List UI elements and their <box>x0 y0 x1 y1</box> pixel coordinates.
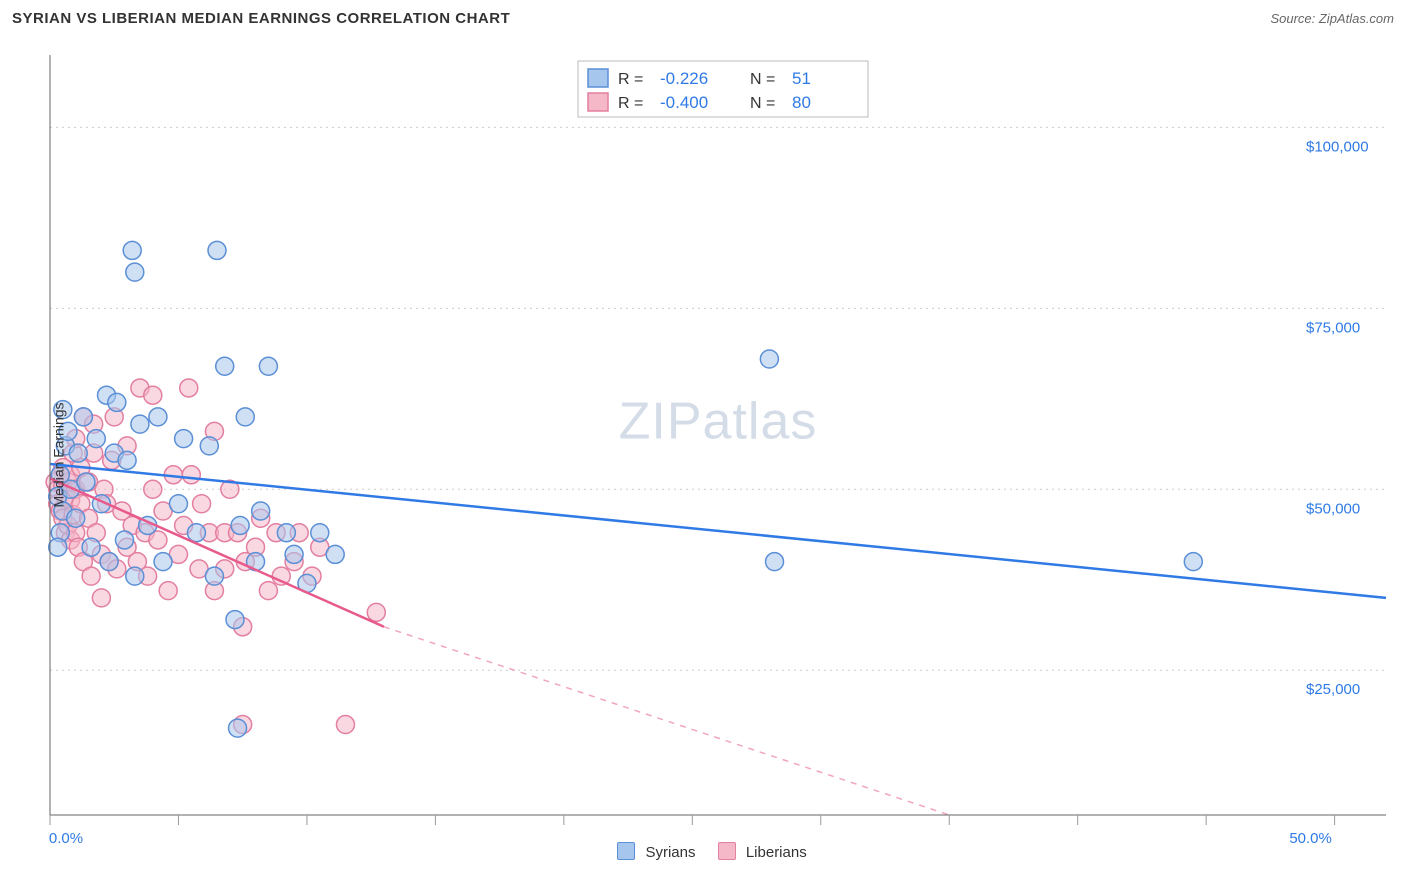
data-point <box>193 495 211 513</box>
data-point <box>367 603 385 621</box>
data-point <box>126 567 144 585</box>
legend-n-value-syrians: 51 <box>792 69 811 88</box>
legend-r-label: R = <box>618 95 643 112</box>
data-point <box>87 430 105 448</box>
data-point <box>200 437 218 455</box>
data-point <box>766 553 784 571</box>
data-point <box>236 408 254 426</box>
data-point <box>67 509 85 527</box>
data-point <box>123 241 141 259</box>
data-point <box>49 538 67 556</box>
data-point <box>154 553 172 571</box>
chart-source: Source: ZipAtlas.com <box>1270 11 1394 26</box>
data-point <box>175 430 193 448</box>
data-point <box>229 719 247 737</box>
data-point <box>116 531 134 549</box>
data-point <box>326 545 344 563</box>
legend-r-value-syrians: -0.226 <box>660 69 708 88</box>
legend-swatch-syrians-icon <box>588 69 608 87</box>
data-point <box>74 408 92 426</box>
data-point <box>108 393 126 411</box>
legend-r-label: R = <box>618 71 643 88</box>
data-point <box>259 357 277 375</box>
legend-swatch-liberians-icon <box>588 93 608 111</box>
data-point <box>180 379 198 397</box>
legend-n-value-liberians: 80 <box>792 93 811 112</box>
data-point <box>285 545 303 563</box>
legend-swatch-syrians <box>617 842 635 860</box>
data-point <box>205 567 223 585</box>
data-point <box>126 263 144 281</box>
data-point <box>100 553 118 571</box>
data-point <box>69 444 87 462</box>
data-point <box>252 502 270 520</box>
source-value: ZipAtlas.com <box>1319 11 1394 26</box>
scatter-chart: $25,000$50,000$75,000$100,000ZIPatlas0.0… <box>10 45 1396 845</box>
data-point <box>131 415 149 433</box>
legend-label-liberians: Liberians <box>746 844 807 861</box>
data-point <box>159 582 177 600</box>
ytick-label: $75,000 <box>1306 319 1360 336</box>
data-point <box>77 473 95 491</box>
data-point <box>208 241 226 259</box>
data-point <box>760 350 778 368</box>
footer-legend: Syrians Liberians <box>10 842 1396 861</box>
data-point <box>92 589 110 607</box>
trendline-syrians <box>50 464 1386 598</box>
data-point <box>187 524 205 542</box>
data-point <box>226 611 244 629</box>
data-point <box>259 582 277 600</box>
legend-r-value-liberians: -0.400 <box>660 93 708 112</box>
trendline-liberians-extrapolated <box>384 627 949 815</box>
legend-swatch-liberians <box>718 842 736 860</box>
legend-n-label: N = <box>750 71 775 88</box>
data-point <box>118 451 136 469</box>
data-point <box>169 495 187 513</box>
data-point <box>277 524 295 542</box>
data-point <box>1184 553 1202 571</box>
data-point <box>216 357 234 375</box>
data-point <box>182 466 200 484</box>
watermark: ZIPatlas <box>619 393 818 451</box>
legend-n-label: N = <box>750 95 775 112</box>
data-point <box>82 567 100 585</box>
data-point <box>311 524 329 542</box>
data-point <box>231 516 249 534</box>
legend-label-syrians: Syrians <box>645 844 695 861</box>
data-point <box>144 386 162 404</box>
data-point <box>82 538 100 556</box>
chart-container: Median Earnings $25,000 $50,000 $75,000 $10… <box>10 45 1396 865</box>
y-axis-label: Median Earnings <box>51 402 67 507</box>
chart-title: SYRIAN VS LIBERIAN MEDIAN EARNINGS CORRE… <box>12 10 510 27</box>
data-point <box>149 408 167 426</box>
chart-header: SYRIAN VS LIBERIAN MEDIAN EARNINGS CORRE… <box>0 0 1406 35</box>
ytick-label: $50,000 <box>1306 500 1360 517</box>
data-point <box>336 716 354 734</box>
data-point <box>144 480 162 498</box>
ytick-label: $100,000 <box>1306 138 1369 155</box>
ytick-label: $25,000 <box>1306 681 1360 698</box>
source-label: Source: <box>1270 11 1318 26</box>
